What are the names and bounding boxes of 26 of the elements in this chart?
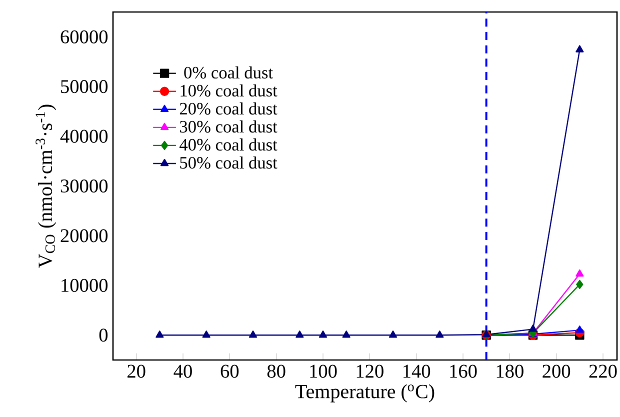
legend-label: 0% coal dust <box>184 66 273 79</box>
x-tick-label: 20 <box>128 364 146 378</box>
x-tick-label: 220 <box>589 364 617 378</box>
y-tick-label: 0 <box>99 328 108 342</box>
x-tick-label: 100 <box>310 364 337 378</box>
legend-label: 30% coal dust <box>180 120 278 133</box>
x-tick-label: 160 <box>450 364 477 378</box>
y-tick-label: 60000 <box>60 30 108 44</box>
y-tick-label: 40000 <box>60 130 108 143</box>
y-tick-label: 30000 <box>60 179 108 193</box>
y-tick-label: 50000 <box>61 80 108 94</box>
x-tick-label: 200 <box>542 364 570 378</box>
legend-label: 10% coal dust <box>180 84 278 97</box>
x-tick-label: 180 <box>496 364 524 378</box>
legend-label: 40% coal dust <box>180 138 278 151</box>
x-tick-label: 120 <box>356 364 384 378</box>
y-axis-title: V$_{CO}$ (nmol·cm$^{-3}$·s$^{-1}$) <box>36 104 56 268</box>
x-tick-label: 40 <box>174 364 192 378</box>
x-axis-title: Temperature ($^{o}$C) <box>295 384 434 402</box>
x-tick-label: 60 <box>220 364 239 378</box>
legend-label: 50% coal dust <box>180 156 278 169</box>
legend-label: 20% coal dust <box>180 102 278 115</box>
x-tick-label: 80 <box>267 364 286 378</box>
y-tick-label: 20000 <box>60 229 108 242</box>
x-tick-label: 140 <box>404 364 430 378</box>
y-tick-label: 10000 <box>62 278 108 292</box>
